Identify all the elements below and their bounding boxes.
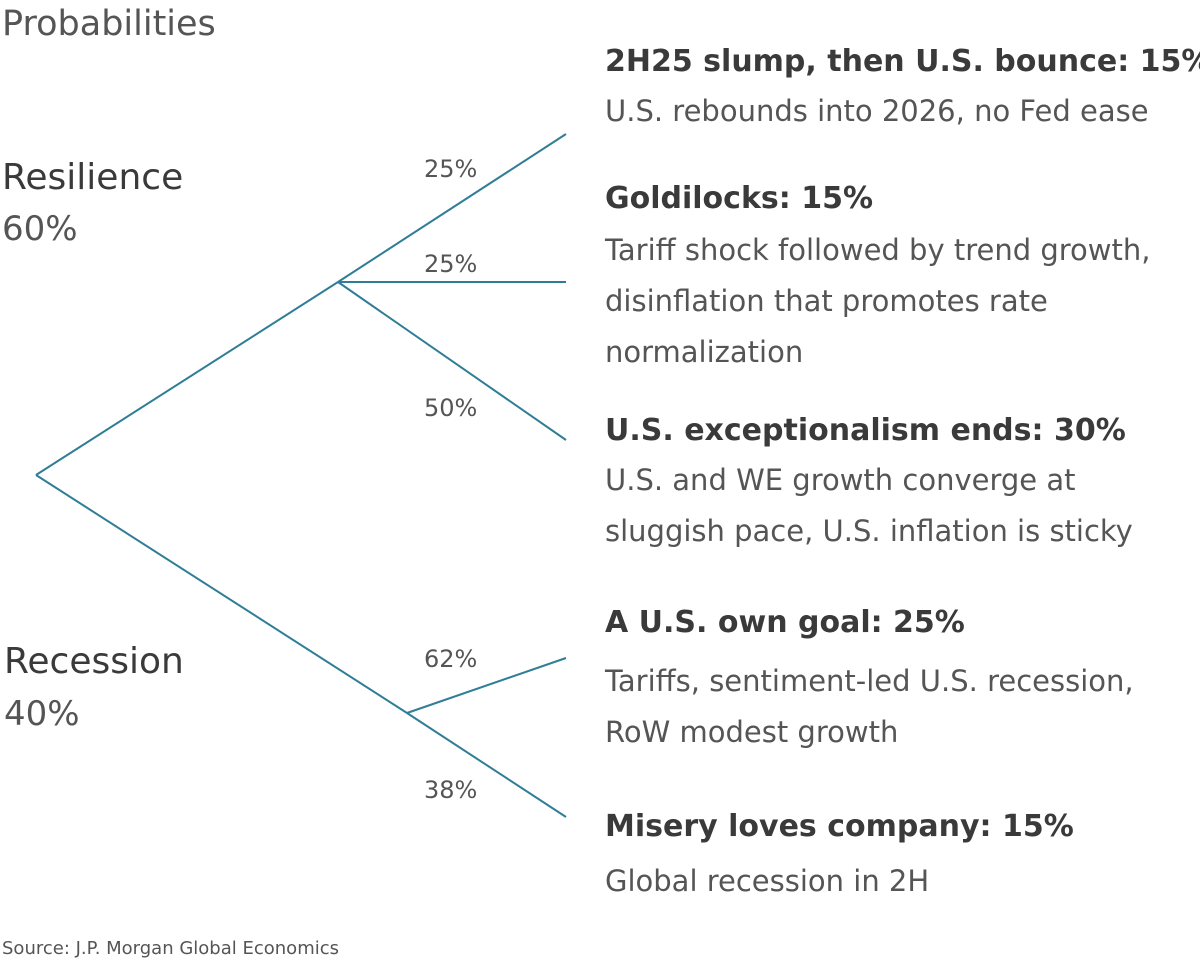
scenario-description-line: Global recession in 2H — [605, 864, 930, 898]
scenario-title: A U.S. own goal: 25% — [605, 605, 965, 640]
trunk-recession — [35, 474, 408, 714]
edge-label-goldilocks: 25% — [424, 250, 478, 278]
scenario-description-line: U.S. rebounds into 2026, no Fed ease — [605, 94, 1149, 128]
edge-exceptionalism-ends — [337, 281, 567, 441]
scenario-description-line: Tariff shock followed by trend growth, — [605, 233, 1151, 267]
scenario-description-line: Tariffs, sentiment-led U.S. recession, — [605, 664, 1134, 698]
edge-label-own-goal: 62% — [424, 645, 478, 673]
edge-slump-bounce — [337, 133, 567, 283]
branch-recession-prob: 40% — [4, 694, 80, 734]
branch-resilience-prob: 60% — [2, 209, 78, 249]
branch-resilience-label: Resilience — [2, 157, 184, 198]
edge-label-slump-bounce: 25% — [424, 155, 478, 183]
scenario-description: Global recession in 2H — [605, 856, 929, 907]
edge-misery — [406, 712, 567, 818]
scenario-title: Misery loves company: 15% — [605, 809, 1074, 844]
scenario-description: U.S. and WE growth converge at sluggish … — [605, 455, 1133, 557]
scenario-description-line: RoW modest growth — [605, 715, 899, 749]
scenario-title: U.S. exceptionalism ends: 30% — [605, 413, 1126, 448]
scenario-title: Goldilocks: 15% — [605, 181, 874, 216]
edge-own-goal — [406, 657, 567, 714]
scenario-description-line: sluggish pace, U.S. inflation is sticky — [605, 514, 1133, 548]
scenario-description-line: normalization — [605, 335, 804, 369]
page-title: Probabilities — [2, 4, 216, 44]
scenario-title: 2H25 slump, then U.S. bounce: 15% — [605, 44, 1200, 79]
scenario-description-line: U.S. and WE growth converge at — [605, 463, 1076, 497]
scenario-description: Tariff shock followed by trend growth, d… — [605, 225, 1150, 378]
edge-label-misery: 38% — [424, 776, 478, 804]
scenario-description: U.S. rebounds into 2026, no Fed ease — [605, 86, 1149, 137]
source-note: Source: J.P. Morgan Global Economics — [2, 938, 339, 959]
scenario-description-line: disinflation that promotes rate — [605, 284, 1048, 318]
trunk-resilience — [35, 281, 339, 476]
branch-recession-label: Recession — [4, 641, 184, 682]
scenario-description: Tariffs, sentiment-led U.S. recession, R… — [605, 656, 1134, 758]
edge-label-exceptionalism-ends: 50% — [424, 394, 478, 422]
